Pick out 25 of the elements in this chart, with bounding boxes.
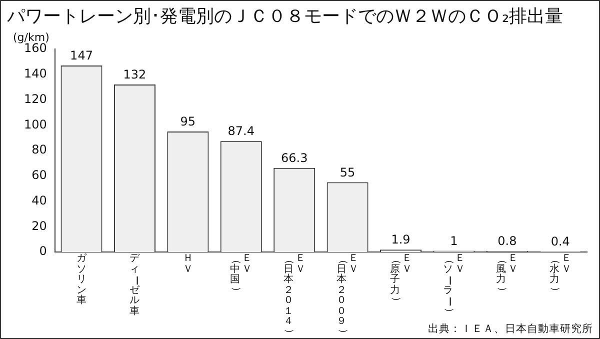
y-tick-label: 60 — [32, 168, 47, 182]
data-label: 0.4 — [550, 234, 570, 249]
data-label: 147 — [70, 48, 93, 63]
data-label: 1 — [450, 234, 458, 248]
source-note: 出典：ＩＥＡ、日本自動車研究所 — [428, 322, 593, 336]
x-tick-label: ＨＶ — [182, 253, 193, 275]
y-tick-label: 100 — [24, 117, 47, 132]
x-tick-label: ガソリン車 — [76, 253, 86, 306]
data-label: 132 — [123, 68, 146, 82]
data-label: 95 — [180, 114, 196, 129]
y-tick-label: 0 — [39, 244, 47, 258]
data-label: 87.4 — [228, 124, 254, 138]
y-tick-label: 80 — [32, 142, 47, 157]
y-tick-label: 40 — [32, 193, 47, 208]
y-tick-label: 140 — [24, 66, 47, 80]
y-tick-label: 120 — [24, 92, 47, 106]
y-axis-title: (g/km) — [13, 31, 50, 44]
data-label: 1.9 — [391, 232, 410, 247]
data-label: 66.3 — [280, 151, 308, 166]
data-label: 0.8 — [498, 234, 517, 248]
x-tick-label: ディーゼル車 — [129, 253, 141, 317]
y-tick-label: 20 — [32, 218, 47, 233]
data-label: 55 — [340, 165, 356, 180]
chart-title: パワートレーン別･発電別のＪＣ０８モードでのＷ２ＷのＣＯ₂排出量 — [7, 5, 564, 28]
y-tick-label: 160 — [24, 41, 47, 56]
